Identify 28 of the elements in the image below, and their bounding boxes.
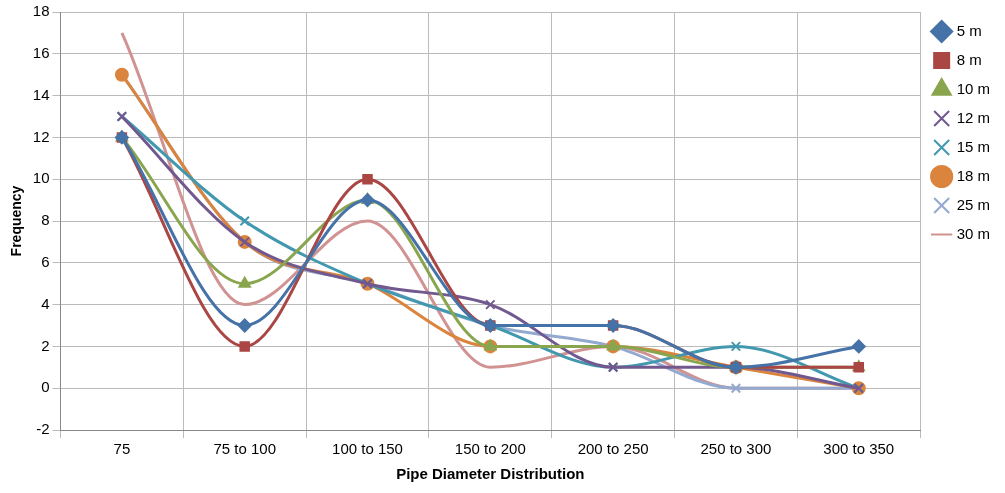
y-tick-label: 8 xyxy=(41,211,50,229)
legend-label: 8 m xyxy=(956,50,982,68)
y-tick-label: 10 xyxy=(32,169,50,187)
y-tick-label: 16 xyxy=(32,43,50,61)
x-tick-label: 100 to 150 xyxy=(332,440,403,458)
x-axis-title: Pipe Diameter Distribution xyxy=(396,465,585,483)
legend-label: 25 m xyxy=(956,195,991,213)
y-tick-label: 18 xyxy=(32,2,50,20)
x-tick-label: 300 to 350 xyxy=(823,440,895,458)
y-tick-label: -2 xyxy=(36,420,50,438)
legend-label: 5 m xyxy=(956,21,982,39)
legend-label: 15 m xyxy=(956,137,991,155)
y-tick-label: 6 xyxy=(41,252,50,270)
legend-label: 10 m xyxy=(956,79,991,97)
x-tick-label: 150 to 200 xyxy=(454,440,526,458)
legend-label: 12 m xyxy=(956,108,991,126)
x-tick-label: 75 xyxy=(113,440,131,458)
legend-label: 18 m xyxy=(956,166,991,184)
x-tick-label: 200 to 250 xyxy=(577,440,649,458)
x-tick-label: 75 to 100 xyxy=(213,440,276,458)
y-tick-label: 0 xyxy=(41,378,50,396)
y-axis-title: Frequency xyxy=(8,185,25,257)
legend-label: 30 m xyxy=(956,224,991,242)
y-tick-label: 2 xyxy=(41,336,50,354)
y-tick-label: 14 xyxy=(32,85,50,103)
x-tick-label: 250 to 300 xyxy=(700,440,772,458)
y-tick-label: 12 xyxy=(32,127,50,145)
y-tick-label: 4 xyxy=(41,294,50,312)
